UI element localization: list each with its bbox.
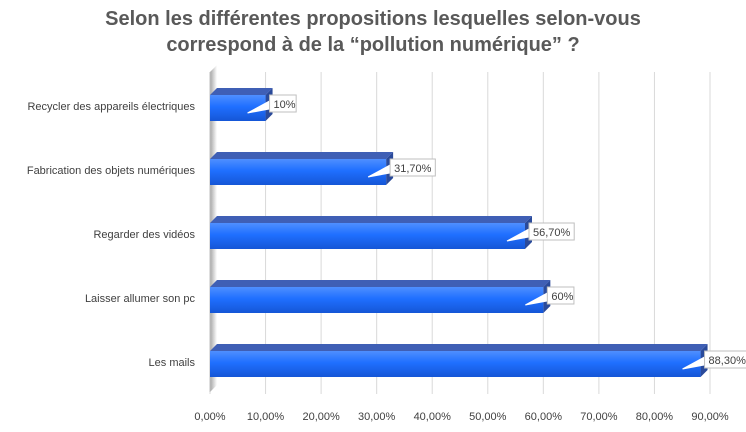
bar (210, 351, 701, 377)
bar (210, 223, 525, 249)
bars (210, 88, 708, 377)
data-label-box (389, 158, 436, 177)
x-tick-label: 50,00% (469, 411, 507, 423)
labels: 0,00% 10,00% 20,00% 30,00% 40,00% 50,00% 60,00… (27, 94, 746, 423)
x-tick-label: 90,00% (691, 411, 729, 423)
chart-title-line-1: Selon les différentes propositions lesqu… (105, 8, 641, 30)
category-label: Laisser allumer son pc (85, 293, 196, 305)
data-label-box (546, 286, 575, 305)
bar-top-face (210, 216, 532, 223)
data-label-box (528, 222, 575, 241)
bar (210, 159, 387, 185)
category-label: Les mails (149, 357, 196, 369)
bar (210, 287, 544, 313)
x-tick-label: 0,00% (194, 411, 225, 423)
data-label: 60% (551, 291, 573, 303)
category-label: Regarder des vidéos (93, 229, 195, 241)
bar-top-face (210, 152, 394, 159)
bar-top-face (210, 344, 708, 351)
data-label-box (269, 94, 297, 113)
x-tick-label: 40,00% (414, 411, 452, 423)
data-label: 56,70% (533, 227, 571, 239)
x-tick-label: 20,00% (302, 411, 340, 423)
category-label: Recycler des appareils électriques (27, 101, 195, 113)
x-tick-label: 70,00% (580, 411, 618, 423)
data-label: 88,30% (709, 355, 746, 367)
chart-title: Selon les différentes propositions lesqu… (0, 6, 746, 58)
x-tick-label: 10,00% (247, 411, 285, 423)
x-tick-label: 30,00% (358, 411, 396, 423)
x-tick-label: 60,00% (525, 411, 563, 423)
data-label-box (704, 350, 746, 369)
data-label: 31,70% (394, 163, 432, 175)
bar-top-face (210, 88, 273, 95)
data-label: 10% (274, 99, 296, 111)
chart-title-line-2: correspond à de la “pollution numérique”… (166, 34, 580, 56)
x-tick-label: 80,00% (636, 411, 674, 423)
category-label: Fabrication des objets numériques (27, 165, 196, 177)
bar-top-face (210, 280, 551, 287)
